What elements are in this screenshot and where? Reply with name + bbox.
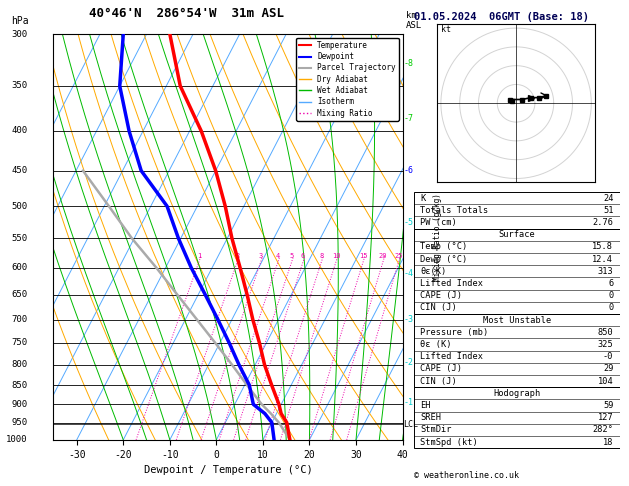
Bar [414, 228, 620, 314]
Text: -4: -4 [403, 269, 413, 278]
Text: -7: -7 [403, 114, 413, 122]
Text: 29: 29 [603, 364, 613, 373]
Text: -6: -6 [403, 166, 413, 175]
Text: 600: 600 [11, 263, 27, 272]
Text: 15.8: 15.8 [593, 243, 613, 251]
Text: 325: 325 [598, 340, 613, 349]
Text: 24: 24 [603, 193, 613, 203]
Text: -1: -1 [403, 398, 413, 407]
Text: PW (cm): PW (cm) [420, 218, 457, 227]
Bar [414, 192, 620, 228]
Text: StmDir: StmDir [420, 425, 452, 434]
Text: 750: 750 [11, 338, 27, 347]
Text: 51: 51 [603, 206, 613, 215]
Text: 1: 1 [197, 253, 201, 259]
Text: 3: 3 [259, 253, 263, 259]
Text: Most Unstable: Most Unstable [482, 315, 551, 325]
Text: SREH: SREH [420, 413, 441, 422]
Text: -8: -8 [403, 59, 413, 68]
Text: hPa: hPa [11, 16, 29, 26]
Text: 850: 850 [598, 328, 613, 337]
Text: © weatheronline.co.uk: © weatheronline.co.uk [414, 471, 519, 480]
Text: 400: 400 [11, 126, 27, 136]
Text: 950: 950 [11, 418, 27, 427]
Text: -5: -5 [403, 218, 413, 227]
Text: -0: -0 [603, 352, 613, 361]
Text: 01.05.2024  06GMT (Base: 18): 01.05.2024 06GMT (Base: 18) [414, 12, 589, 22]
Text: 300: 300 [11, 30, 27, 38]
Text: 282°: 282° [593, 425, 613, 434]
Text: θε(K): θε(K) [420, 267, 447, 276]
Text: CIN (J): CIN (J) [420, 377, 457, 385]
X-axis label: Dewpoint / Temperature (°C): Dewpoint / Temperature (°C) [143, 465, 313, 475]
Text: 6: 6 [301, 253, 305, 259]
Text: Lifted Index: Lifted Index [420, 279, 483, 288]
Text: Surface: Surface [498, 230, 535, 239]
Text: 2.76: 2.76 [593, 218, 613, 227]
Text: 18: 18 [603, 438, 613, 447]
Text: Pressure (mb): Pressure (mb) [420, 328, 488, 337]
Text: 15: 15 [359, 253, 367, 259]
Text: 550: 550 [11, 234, 27, 243]
Text: -3: -3 [403, 315, 413, 324]
Text: Hodograph: Hodograph [493, 389, 540, 398]
Text: 0: 0 [608, 303, 613, 312]
Bar [414, 387, 620, 448]
Text: Lifted Index: Lifted Index [420, 352, 483, 361]
Text: 0: 0 [608, 291, 613, 300]
Text: CIN (J): CIN (J) [420, 303, 457, 312]
Text: Temp (°C): Temp (°C) [420, 243, 467, 251]
Text: EH: EH [420, 401, 431, 410]
Text: Mixing Ratio (g/kg): Mixing Ratio (g/kg) [433, 193, 442, 281]
Text: 6: 6 [608, 279, 613, 288]
Text: Totals Totals: Totals Totals [420, 206, 488, 215]
Text: 10: 10 [331, 253, 340, 259]
Text: 900: 900 [11, 400, 27, 409]
Text: 8: 8 [320, 253, 323, 259]
Text: 350: 350 [11, 82, 27, 90]
Text: -2: -2 [403, 358, 413, 367]
Text: 2: 2 [235, 253, 239, 259]
Bar [414, 314, 620, 387]
Text: km
ASL: km ASL [406, 11, 422, 30]
Text: 800: 800 [11, 360, 27, 369]
Text: 25: 25 [394, 253, 403, 259]
Text: Dewp (°C): Dewp (°C) [420, 255, 467, 263]
Legend: Temperature, Dewpoint, Parcel Trajectory, Dry Adiabat, Wet Adiabat, Isotherm, Mi: Temperature, Dewpoint, Parcel Trajectory… [296, 38, 399, 121]
Text: CAPE (J): CAPE (J) [420, 291, 462, 300]
Text: 20: 20 [379, 253, 387, 259]
Text: 127: 127 [598, 413, 613, 422]
Text: CAPE (J): CAPE (J) [420, 364, 462, 373]
Text: 4: 4 [276, 253, 280, 259]
Text: 12.4: 12.4 [593, 255, 613, 263]
Text: 450: 450 [11, 166, 27, 175]
Text: 650: 650 [11, 290, 27, 299]
Text: K: K [420, 193, 425, 203]
Text: 59: 59 [603, 401, 613, 410]
Text: 40°46'N  286°54'W  31m ASL: 40°46'N 286°54'W 31m ASL [89, 7, 284, 20]
Text: 313: 313 [598, 267, 613, 276]
Text: 1000: 1000 [6, 435, 27, 444]
Text: LCL: LCL [403, 420, 418, 429]
Text: 500: 500 [11, 202, 27, 211]
Text: θε (K): θε (K) [420, 340, 452, 349]
Text: 850: 850 [11, 381, 27, 390]
Text: StmSpd (kt): StmSpd (kt) [420, 438, 478, 447]
Text: kt: kt [441, 25, 451, 34]
Text: 5: 5 [289, 253, 294, 259]
Text: 700: 700 [11, 315, 27, 324]
Text: 104: 104 [598, 377, 613, 385]
